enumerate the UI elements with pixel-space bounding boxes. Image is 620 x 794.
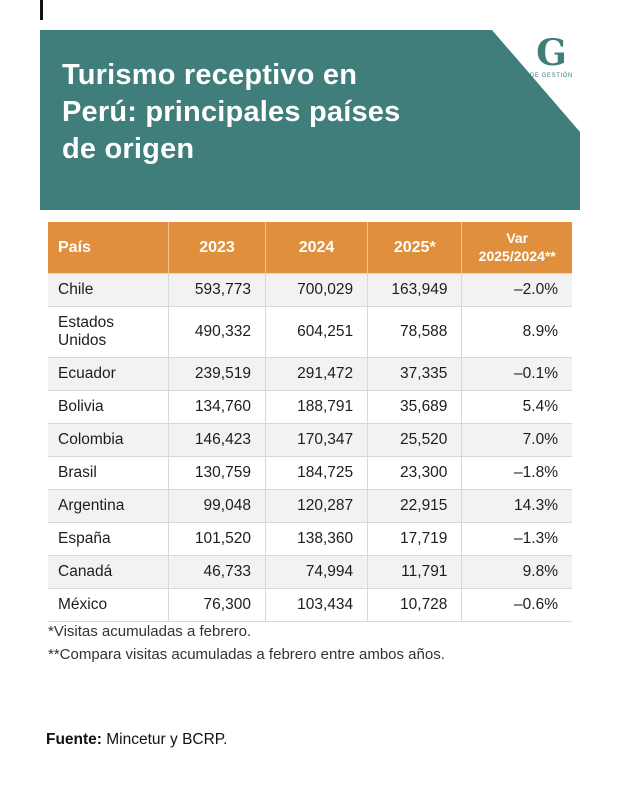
source-text: Mincetur y BCRP. <box>101 731 228 748</box>
table-row: Colombia 146,423 170,347 25,520 7.0% <box>48 423 572 457</box>
table-row: Ecuador 239,519 291,472 37,335 –0.1% <box>48 357 572 391</box>
footnote-2: **Compara visitas acumuladas a febrero e… <box>48 646 445 664</box>
table-row: México 76,300 103,434 10,728 –0.6% <box>48 588 572 622</box>
page-title-line-2: Perú: principales países <box>62 95 401 128</box>
value-cell: 35,689 <box>367 390 462 424</box>
country-cell: México <box>48 588 169 622</box>
value-cell: 37,335 <box>367 357 462 391</box>
page-edge-mark <box>40 0 43 20</box>
value-cell: 490,332 <box>168 306 266 358</box>
country-cell: España <box>48 522 169 556</box>
table-row: Argentina 99,048 120,287 22,915 14.3% <box>48 489 572 523</box>
country-cell: Canadá <box>48 555 169 589</box>
value-cell: –0.6% <box>461 588 572 622</box>
value-cell: 291,472 <box>264 357 368 391</box>
value-cell: 120,287 <box>264 489 368 523</box>
value-cell: 14.3% <box>461 489 572 523</box>
table-body: Chile 593,773 700,029 163,949 –2.0% Estados U… <box>48 273 572 622</box>
value-cell: 9.8% <box>461 555 572 589</box>
gestion-logo-caption: DE GESTIÓN <box>529 73 573 79</box>
value-cell: 74,994 <box>264 555 368 589</box>
table-row: Bolivia 134,760 188,791 35,689 5.4% <box>48 390 572 424</box>
gestion-logo-inner: G DE GESTIÓN <box>530 35 573 79</box>
value-cell: 184,725 <box>264 456 368 490</box>
value-cell: 8.9% <box>461 306 572 358</box>
country-cell: Chile <box>48 273 169 307</box>
value-cell: 23,300 <box>367 456 462 490</box>
country-cell: Bolivia <box>48 390 169 424</box>
value-cell: 134,760 <box>168 390 266 424</box>
footnote-1: *Visitas acumuladas a febrero. <box>48 623 252 640</box>
source-line: Fuente: Mincetur y BCRP. <box>46 731 227 749</box>
value-cell: –2.0% <box>461 273 572 307</box>
column-header-2024: 2024 <box>264 222 368 274</box>
value-cell: 25,520 <box>367 423 462 457</box>
value-cell: 10,728 <box>367 588 462 622</box>
page-title-line-3: de origen <box>62 132 195 165</box>
value-cell: 11,791 <box>367 555 462 589</box>
tourism-table: País 2023 2024 2025* Var 2025/2024** Chi… <box>48 222 572 622</box>
value-cell: 146,423 <box>168 423 266 457</box>
value-cell: –1.8% <box>461 456 572 490</box>
page-title-line-1: Turismo receptivo en <box>62 59 358 91</box>
value-cell: 22,915 <box>367 489 462 523</box>
value-cell: 46,733 <box>168 555 266 589</box>
column-header-2023: 2023 <box>168 222 266 274</box>
table-row: Brasil 130,759 184,725 23,300 –1.8% <box>48 456 572 490</box>
table-row: España 101,520 138,360 17,719 –1.3% <box>48 522 572 556</box>
table-row: Estados Unidos 490,332 604,251 78,588 8.9% <box>48 306 572 358</box>
footnotes: *Visitas acumuladas a febrero. **Compara… <box>48 620 572 667</box>
value-cell: 163,949 <box>367 273 462 307</box>
value-cell: 101,520 <box>168 522 266 556</box>
country-cell: Ecuador <box>48 357 169 391</box>
table-row: Canadá 46,733 74,994 11,791 9.8% <box>48 555 572 589</box>
country-cell: Brasil <box>48 456 169 490</box>
column-header-pais: País <box>48 222 169 274</box>
value-cell: 7.0% <box>461 423 572 457</box>
value-cell: 593,773 <box>168 273 266 307</box>
table-header-row: País 2023 2024 2025* Var 2025/2024** <box>48 222 572 274</box>
country-cell: Argentina <box>48 489 169 523</box>
source-label: Fuente: <box>46 731 102 748</box>
table-header: País 2023 2024 2025* Var 2025/2024** <box>48 222 572 274</box>
value-cell: 5.4% <box>461 390 572 424</box>
page-title: Turismo receptivo en Perú: principales p… <box>40 30 580 167</box>
value-cell: 78,588 <box>367 306 462 358</box>
value-cell: 76,300 <box>168 588 266 622</box>
value-cell: 170,347 <box>264 423 368 457</box>
column-header-var: Var 2025/2024** <box>461 222 572 274</box>
value-cell: 604,251 <box>264 306 368 358</box>
value-cell: 130,759 <box>168 456 266 490</box>
value-cell: 17,719 <box>367 522 462 556</box>
gestion-logo-letter: G <box>536 32 567 74</box>
country-cell: Estados Unidos <box>48 306 169 358</box>
value-cell: 188,791 <box>264 390 368 424</box>
value-cell: 138,360 <box>264 522 368 556</box>
value-cell: 239,519 <box>168 357 266 391</box>
value-cell: 99,048 <box>168 489 266 523</box>
column-header-2025: 2025* <box>367 222 462 274</box>
country-cell: Colombia <box>48 423 169 457</box>
value-cell: –0.1% <box>461 357 572 391</box>
value-cell: 103,434 <box>264 588 368 622</box>
value-cell: –1.3% <box>461 522 572 556</box>
header-banner: Turismo receptivo en Perú: principales p… <box>40 30 580 210</box>
value-cell: 700,029 <box>264 273 368 307</box>
table-row: Chile 593,773 700,029 163,949 –2.0% <box>48 273 572 307</box>
